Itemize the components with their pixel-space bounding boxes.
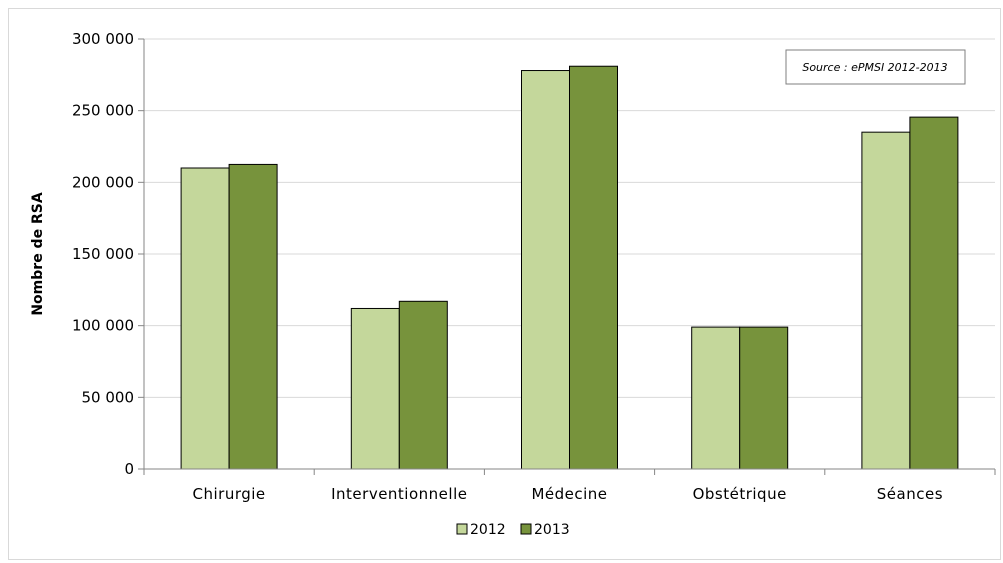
y-tick-label: 50 000	[82, 388, 135, 406]
bar-2013-interventionnelle	[398, 300, 448, 470]
x-tick-label: Obstétrique	[693, 485, 787, 503]
legend-swatch-2012	[456, 523, 468, 535]
x-tick-label: Médecine	[531, 485, 607, 503]
bar-2012-chirurgie	[180, 167, 230, 470]
bar-2013-médecine	[569, 65, 618, 470]
x-tick-label: Interventionnelle	[331, 485, 467, 503]
bar-2012-obstétrique	[691, 326, 741, 470]
y-tick-label: 150 000	[72, 245, 134, 263]
bar-2012-interventionnelle	[350, 307, 400, 470]
y-tick-label: 200 000	[72, 173, 134, 191]
legend: 2012 2013	[456, 522, 570, 538]
x-tick-label: Séances	[877, 485, 943, 503]
x-tick-label: Chirurgie	[193, 485, 266, 503]
y-tick-label: 0	[124, 460, 134, 478]
bar-2013-séances	[909, 116, 959, 470]
chart-frame	[8, 8, 1001, 560]
legend-label-2013: 2013	[534, 522, 570, 538]
bars	[180, 65, 959, 470]
axes	[138, 38, 996, 475]
y-axis-label: Nombre de RSA	[30, 192, 46, 315]
bar-2013-obstétrique	[739, 326, 789, 470]
y-tick-label: 250 000	[72, 102, 134, 120]
source-annotation: Source : ePMSI 2012-2013	[785, 49, 966, 85]
bar-2012-séances	[861, 131, 911, 470]
y-tick-label: 100 000	[72, 317, 134, 335]
y-tick-labels: 0 50 000 100 000 150 000 200 000 250 000 300 0…	[72, 30, 134, 478]
legend-swatch-2013	[520, 523, 532, 535]
legend-label-2012: 2012	[470, 522, 506, 538]
source-box	[785, 49, 966, 85]
x-tick-labels: Chirurgie Interventionnelle Médecine Obstét…	[193, 485, 943, 503]
bar-2012-médecine	[521, 70, 570, 470]
source-text: Source : ePMSI 2012-2013	[802, 61, 947, 74]
bar-2013-chirurgie	[228, 163, 278, 470]
y-tick-label: 300 000	[72, 30, 134, 48]
